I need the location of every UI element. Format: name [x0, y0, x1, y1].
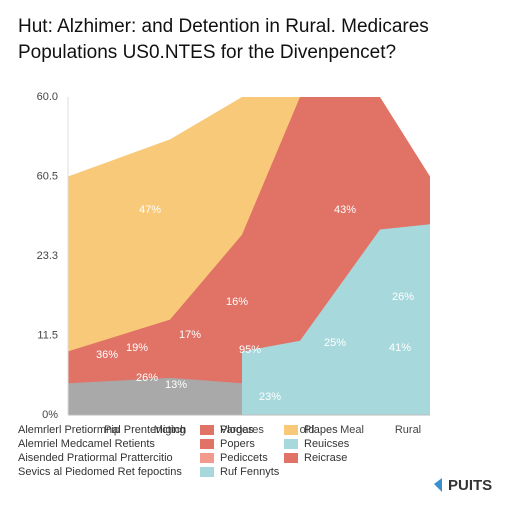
annotation: 13%	[165, 379, 187, 391]
chart-title: Populations US0.NTES for the Divenpencet…	[18, 42, 396, 63]
legend-swatch	[284, 425, 298, 435]
annotation: 23%	[259, 391, 281, 403]
legend-label: Pediccets	[220, 452, 268, 464]
legend-label: Plapes	[304, 424, 338, 436]
annotation: 26%	[136, 372, 158, 384]
legend-swatch	[200, 467, 214, 477]
legend-note: Alemriel Medcamel Retients	[18, 438, 155, 450]
y-tick-label: 0%	[42, 409, 58, 421]
legend-label: Reicrase	[304, 452, 347, 464]
annotation: 41%	[389, 342, 411, 354]
legend-note: Sevics al Piedomed Ret fepoctins	[18, 466, 182, 478]
x-tick-label: Migtch	[154, 424, 186, 436]
x-tick-label: Rural	[395, 424, 421, 436]
annotation: 95%	[239, 344, 261, 356]
annotation: 16%	[226, 296, 248, 308]
y-tick-label: 23.3	[37, 250, 58, 262]
legend-label: Plodes	[220, 424, 254, 436]
annotation: 17%	[179, 329, 201, 341]
area	[68, 377, 242, 415]
legend-swatch	[284, 453, 298, 463]
area	[242, 224, 430, 415]
annotation: 19%	[126, 342, 148, 354]
logo: PUITS	[448, 477, 492, 494]
x-tick-label: Meal	[340, 424, 364, 436]
annotation: 25%	[324, 337, 346, 349]
legend-swatch	[200, 439, 214, 449]
logo-icon	[434, 478, 442, 492]
y-tick-label: 11.5	[37, 329, 58, 341]
y-tick-label: 60.5	[37, 170, 58, 182]
chart-title: Hut: Alzhimer: and Detention in Rural. M…	[18, 16, 429, 37]
annotation: 36%	[96, 349, 118, 361]
x-tick-label: Pip	[104, 424, 120, 436]
legend-note: Aisended Pratiormal Prattercitio	[18, 452, 173, 464]
plot-area	[68, 97, 430, 415]
legend-label: Reuicses	[304, 438, 350, 450]
y-tick-label: 60.0	[37, 91, 58, 103]
legend-label: Ruf Fennyts	[220, 466, 280, 478]
legend-note: Alemrlerl Pretiormnal Prentericting	[18, 424, 186, 436]
legend-label: Popers	[220, 438, 255, 450]
annotation: 43%	[334, 204, 356, 216]
annotation: 26%	[392, 291, 414, 303]
annotation: 47%	[139, 204, 161, 216]
legend-swatch	[284, 439, 298, 449]
legend-swatch	[200, 453, 214, 463]
legend-swatch	[200, 425, 214, 435]
x-tick-label: Vargares	[220, 424, 264, 436]
